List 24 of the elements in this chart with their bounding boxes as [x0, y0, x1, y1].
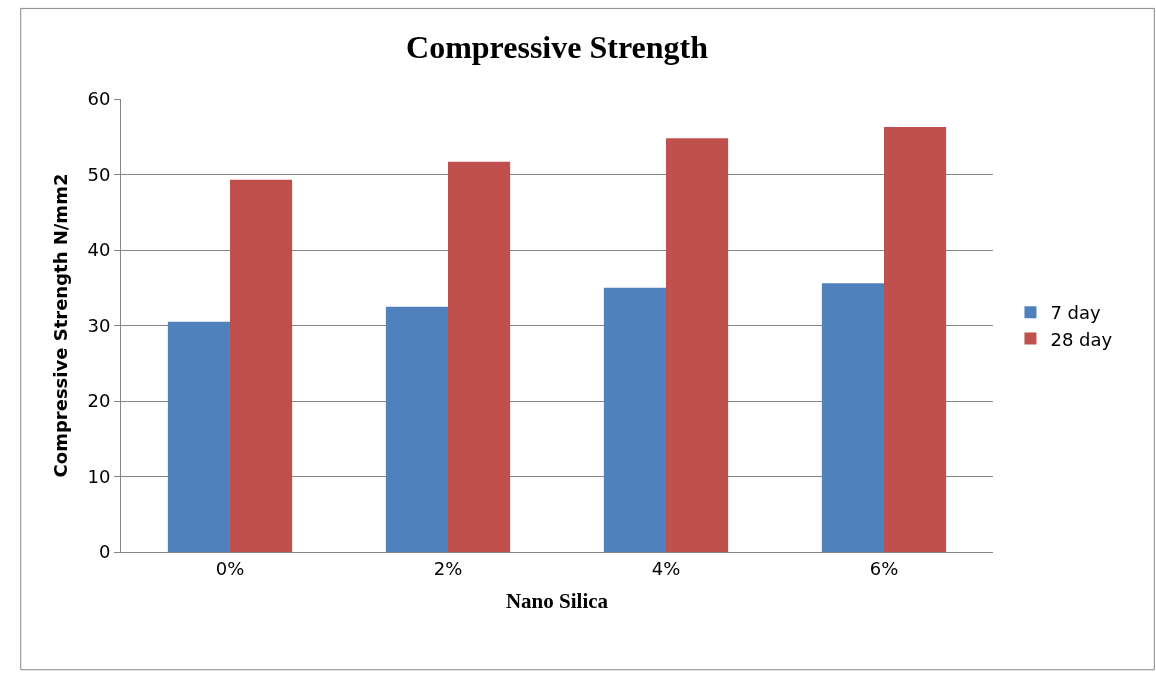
- bar: [385, 306, 448, 552]
- bar: [666, 138, 729, 552]
- x-tick-label: 0%: [215, 557, 245, 579]
- y-tick-label: 50: [87, 163, 111, 185]
- bar: [167, 321, 230, 552]
- bar: [603, 287, 666, 552]
- legend-label: 7 day: [1050, 302, 1102, 324]
- y-tick-label: 10: [87, 465, 111, 487]
- y-tick-label: 60: [87, 88, 111, 110]
- bar: [230, 179, 293, 552]
- chart-title: Compressive Strength: [406, 29, 709, 66]
- x-tick-label: 2%: [433, 557, 463, 579]
- y-tick-label: 20: [87, 390, 111, 412]
- legend-label: 28 day: [1050, 328, 1113, 350]
- bar: [821, 283, 884, 552]
- x-tick-label: 6%: [869, 557, 899, 579]
- y-tick-label: 30: [87, 314, 111, 336]
- y-tick-label: 0: [98, 541, 111, 563]
- y-axis-title: Compressive Strength N/mm2: [49, 173, 71, 478]
- bar: [884, 126, 947, 552]
- bar: [448, 161, 511, 552]
- x-axis-title: Nano Silica: [505, 588, 609, 613]
- y-tick-label: 40: [87, 239, 111, 261]
- x-tick-label: 4%: [651, 557, 681, 579]
